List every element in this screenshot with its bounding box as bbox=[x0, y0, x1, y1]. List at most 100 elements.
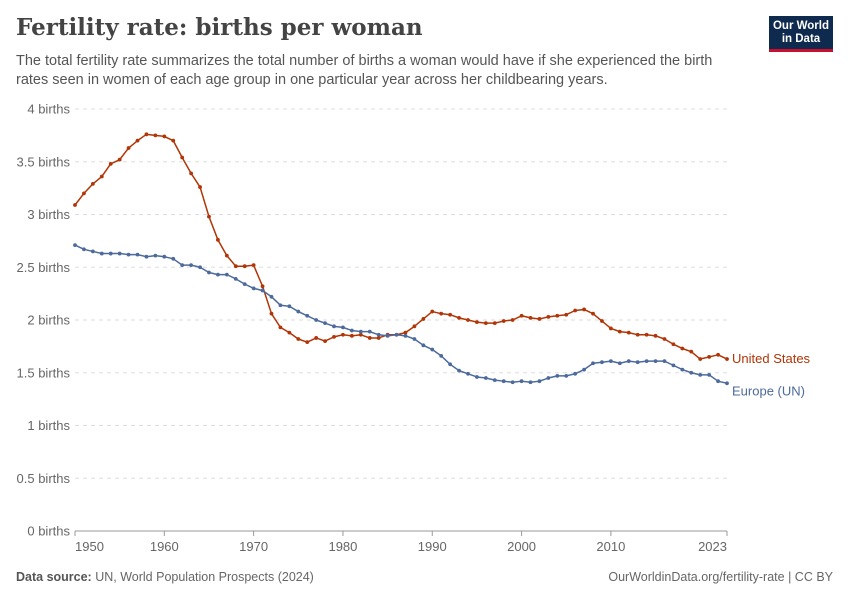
data-point[interactable] bbox=[180, 263, 185, 268]
data-point[interactable] bbox=[555, 313, 560, 318]
chart-link[interactable]: OurWorldinData.org/fertility-rate bbox=[608, 570, 785, 584]
data-point[interactable] bbox=[224, 253, 229, 258]
data-point[interactable] bbox=[233, 276, 238, 281]
data-point[interactable] bbox=[296, 337, 301, 341]
data-point[interactable] bbox=[448, 312, 453, 317]
data-point[interactable] bbox=[332, 324, 336, 329]
data-point[interactable] bbox=[90, 249, 95, 254]
data-point[interactable] bbox=[242, 282, 247, 287]
data-point[interactable] bbox=[323, 321, 327, 326]
data-point[interactable] bbox=[439, 353, 444, 358]
data-point[interactable] bbox=[546, 314, 551, 319]
data-point[interactable] bbox=[412, 324, 417, 329]
data-point[interactable] bbox=[716, 352, 720, 357]
data-point[interactable] bbox=[573, 371, 578, 376]
data-point[interactable] bbox=[671, 342, 676, 347]
data-point[interactable] bbox=[305, 313, 310, 318]
data-point[interactable] bbox=[376, 336, 381, 340]
data-point[interactable] bbox=[644, 332, 649, 337]
data-point[interactable] bbox=[501, 379, 506, 384]
data-point[interactable] bbox=[341, 332, 345, 337]
data-point[interactable] bbox=[73, 243, 77, 248]
data-point[interactable] bbox=[725, 381, 729, 386]
data-point[interactable] bbox=[662, 359, 667, 364]
data-point[interactable] bbox=[82, 247, 86, 252]
data-point[interactable] bbox=[608, 359, 613, 364]
data-point[interactable] bbox=[475, 320, 479, 325]
data-point[interactable] bbox=[555, 374, 560, 378]
data-point[interactable] bbox=[644, 359, 649, 364]
data-point[interactable] bbox=[323, 339, 327, 343]
data-point[interactable] bbox=[394, 332, 399, 337]
data-point[interactable] bbox=[680, 346, 685, 351]
data-point[interactable] bbox=[367, 329, 372, 334]
data-point[interactable] bbox=[653, 333, 658, 338]
data-point[interactable] bbox=[260, 288, 265, 293]
data-point[interactable] bbox=[180, 155, 185, 160]
data-point[interactable] bbox=[439, 311, 444, 316]
data-point[interactable] bbox=[207, 270, 211, 275]
data-point[interactable] bbox=[680, 367, 685, 372]
data-point[interactable] bbox=[635, 360, 640, 365]
data-point[interactable] bbox=[421, 343, 426, 348]
data-point[interactable] bbox=[242, 264, 247, 269]
series-line-united-states[interactable] bbox=[74, 133, 728, 360]
data-point[interactable] bbox=[716, 379, 720, 384]
data-point[interactable] bbox=[144, 132, 149, 137]
data-point[interactable] bbox=[519, 379, 524, 384]
data-point[interactable] bbox=[466, 318, 470, 322]
data-point[interactable] bbox=[73, 203, 77, 207]
data-point[interactable] bbox=[90, 182, 95, 186]
data-point[interactable] bbox=[153, 133, 158, 138]
data-point[interactable] bbox=[296, 309, 301, 314]
data-point[interactable] bbox=[126, 146, 131, 150]
data-point[interactable] bbox=[305, 340, 310, 345]
data-point[interactable] bbox=[224, 272, 229, 277]
data-point[interactable] bbox=[510, 318, 515, 322]
data-point[interactable] bbox=[528, 315, 533, 320]
data-point[interactable] bbox=[430, 347, 435, 352]
data-point[interactable] bbox=[341, 325, 345, 330]
data-point[interactable] bbox=[376, 332, 381, 337]
data-point[interactable] bbox=[483, 321, 488, 326]
data-point[interactable] bbox=[537, 317, 542, 321]
data-point[interactable] bbox=[698, 372, 703, 377]
data-point[interactable] bbox=[82, 191, 86, 196]
data-point[interactable] bbox=[162, 134, 167, 139]
data-point[interactable] bbox=[162, 254, 167, 259]
data-point[interactable] bbox=[510, 380, 515, 385]
data-point[interactable] bbox=[349, 328, 354, 333]
data-point[interactable] bbox=[466, 371, 470, 376]
data-point[interactable] bbox=[430, 309, 435, 314]
data-point[interactable] bbox=[626, 359, 631, 364]
data-point[interactable] bbox=[689, 349, 694, 354]
data-point[interactable] bbox=[608, 326, 613, 331]
data-point[interactable] bbox=[216, 272, 220, 277]
data-point[interactable] bbox=[600, 319, 604, 323]
data-point[interactable] bbox=[698, 357, 703, 361]
data-point[interactable] bbox=[385, 333, 390, 338]
owid-logo[interactable]: Our World in Data bbox=[769, 16, 833, 52]
data-point[interactable] bbox=[475, 375, 479, 379]
data-point[interactable] bbox=[269, 311, 274, 316]
data-point[interactable] bbox=[689, 370, 694, 375]
data-point[interactable] bbox=[144, 254, 149, 259]
data-point[interactable] bbox=[421, 317, 426, 321]
data-point[interactable] bbox=[403, 333, 408, 338]
data-point[interactable] bbox=[582, 367, 586, 372]
data-point[interactable] bbox=[171, 138, 176, 143]
data-point[interactable] bbox=[483, 376, 488, 380]
data-point[interactable] bbox=[108, 161, 113, 166]
data-point[interactable] bbox=[564, 374, 569, 378]
data-point[interactable] bbox=[108, 251, 113, 256]
data-point[interactable] bbox=[573, 308, 578, 313]
data-point[interactable] bbox=[278, 325, 283, 330]
data-point[interactable] bbox=[314, 336, 319, 340]
data-point[interactable] bbox=[233, 264, 238, 269]
data-point[interactable] bbox=[653, 359, 658, 364]
data-point[interactable] bbox=[591, 311, 595, 316]
data-point[interactable] bbox=[600, 360, 604, 365]
data-point[interactable] bbox=[457, 315, 461, 320]
data-point[interactable] bbox=[198, 265, 202, 270]
data-point[interactable] bbox=[126, 252, 131, 257]
